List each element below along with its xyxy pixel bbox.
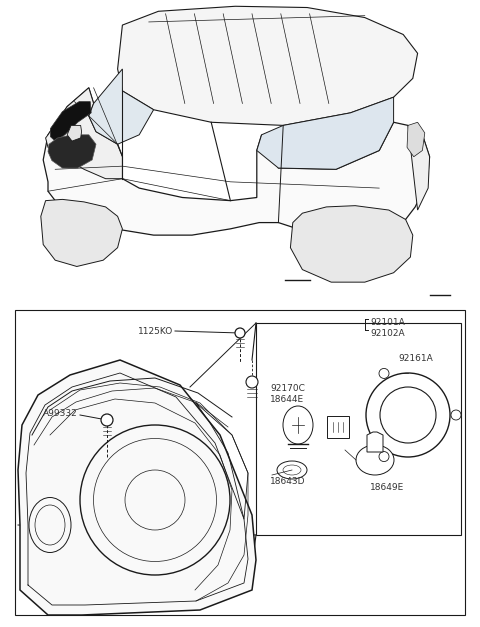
Text: 92161A: 92161A xyxy=(398,354,433,363)
Circle shape xyxy=(129,337,205,413)
Polygon shape xyxy=(50,102,91,141)
FancyBboxPatch shape xyxy=(327,416,349,438)
Polygon shape xyxy=(46,88,122,179)
Polygon shape xyxy=(408,125,430,210)
Text: 92102A: 92102A xyxy=(370,329,405,338)
Polygon shape xyxy=(118,6,418,125)
Circle shape xyxy=(157,365,177,385)
Circle shape xyxy=(143,351,191,399)
Polygon shape xyxy=(43,88,430,235)
Text: 1125KO: 1125KO xyxy=(138,327,173,335)
Circle shape xyxy=(235,328,245,338)
Polygon shape xyxy=(257,97,394,169)
Polygon shape xyxy=(48,135,96,168)
Text: 18649E: 18649E xyxy=(370,483,404,492)
Circle shape xyxy=(366,373,450,457)
Polygon shape xyxy=(290,206,413,282)
Text: 92101A: 92101A xyxy=(370,318,405,327)
Text: 18643D: 18643D xyxy=(270,477,305,486)
Circle shape xyxy=(315,353,395,433)
Circle shape xyxy=(101,414,113,426)
Text: 92170C: 92170C xyxy=(270,384,305,393)
Ellipse shape xyxy=(277,461,307,479)
Polygon shape xyxy=(41,199,122,266)
FancyBboxPatch shape xyxy=(256,323,461,535)
Ellipse shape xyxy=(356,445,394,475)
Text: A99332: A99332 xyxy=(43,409,78,418)
Text: H: H xyxy=(149,243,155,248)
Circle shape xyxy=(379,369,389,379)
Polygon shape xyxy=(367,432,383,452)
Polygon shape xyxy=(407,122,425,157)
FancyBboxPatch shape xyxy=(15,310,465,615)
Circle shape xyxy=(246,376,258,388)
Polygon shape xyxy=(18,360,256,615)
Circle shape xyxy=(379,451,389,461)
Ellipse shape xyxy=(283,406,313,444)
Circle shape xyxy=(344,382,366,404)
Polygon shape xyxy=(67,125,82,141)
Circle shape xyxy=(330,368,380,418)
Polygon shape xyxy=(89,69,154,144)
Circle shape xyxy=(451,410,461,420)
Text: 18644E: 18644E xyxy=(270,395,304,404)
